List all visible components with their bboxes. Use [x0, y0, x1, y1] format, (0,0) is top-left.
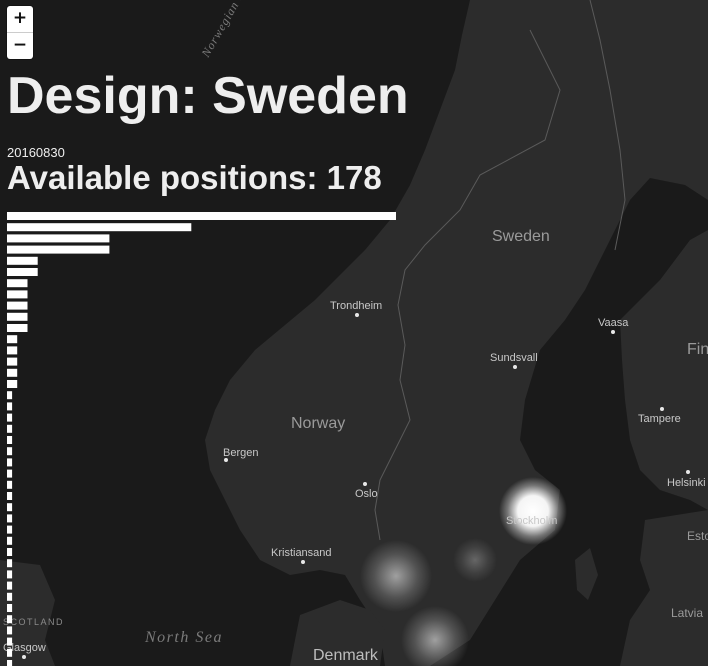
country-label-latvia: Latvia	[671, 606, 703, 620]
city-label-helsinki: Helsinki	[667, 477, 706, 489]
gotland-land	[575, 548, 598, 600]
city-label-trondheim: Trondheim	[330, 300, 382, 312]
city-dot-oslo	[363, 482, 367, 486]
bar-28	[7, 525, 13, 534]
sea-label-north-sea: North Sea	[144, 629, 223, 646]
baltic-land	[620, 510, 708, 666]
bar-26	[7, 503, 13, 512]
heat-spot-stockholm	[499, 477, 567, 545]
bar-11	[7, 335, 18, 344]
bar-13	[7, 357, 18, 366]
norway-sweden-border	[374, 29, 561, 541]
city-dot-kristiansand	[301, 560, 305, 564]
bar-37	[7, 626, 13, 635]
heat-spot-linkoping	[453, 538, 497, 582]
denmark-land	[290, 600, 385, 666]
bar-27	[7, 514, 13, 523]
bar-5	[7, 268, 38, 276]
city-label-oslo: Oslo	[355, 488, 378, 500]
bar-18	[7, 413, 13, 422]
zoom-out-button[interactable]: −	[12, 35, 28, 55]
region-label-scotland: SCOTLAND	[3, 617, 64, 627]
bar-21	[7, 447, 13, 456]
finland-land	[620, 230, 708, 510]
bar-3	[7, 245, 110, 254]
city-label-kristiansand: Kristiansand	[271, 547, 332, 559]
bar-1	[7, 223, 192, 232]
bar-16	[7, 391, 13, 400]
city-dot-sundsvall	[513, 365, 517, 369]
zoom-control: + −	[7, 6, 33, 59]
city-label-sundsvall: Sundsvall	[490, 352, 538, 364]
bar-20	[7, 436, 13, 444]
bar-6	[7, 279, 28, 288]
bar-10	[7, 324, 28, 332]
bar-7	[7, 290, 28, 299]
city-dot-trondheim	[355, 313, 359, 317]
bar-35	[7, 604, 13, 612]
city-label-stockholm: Stockholm	[506, 515, 557, 527]
city-dot-helsinki	[686, 470, 690, 474]
city-label-tampere: Tampere	[638, 413, 681, 425]
bar-19	[7, 424, 13, 433]
bar-0	[7, 212, 396, 220]
bar-4	[7, 256, 38, 265]
city-dot-tampere	[660, 407, 664, 411]
city-label-vaasa: Vaasa	[598, 317, 629, 329]
country-label-finland: Fin	[687, 341, 708, 358]
city-dot-glasgow	[22, 655, 26, 659]
bar-17	[7, 402, 13, 411]
bar-25	[7, 492, 13, 500]
country-label-denmark: Denmark	[313, 647, 379, 664]
bar-34	[7, 592, 13, 601]
positions-bar-chart	[7, 212, 396, 666]
bar-39	[7, 648, 13, 657]
bar-2	[7, 234, 110, 243]
bar-32	[7, 570, 13, 579]
bar-22	[7, 458, 13, 467]
scotland-land	[0, 560, 55, 666]
heat-spot-malmo	[401, 606, 469, 666]
bar-23	[7, 469, 13, 478]
city-label-glasgow: Glasgow	[3, 642, 46, 654]
bar-31	[7, 559, 13, 568]
city-dot-bergen	[224, 458, 228, 462]
bar-8	[7, 301, 28, 310]
page-title: Design: Sweden	[7, 67, 409, 125]
bar-30	[7, 548, 13, 556]
sweden-finland-border	[589, 0, 626, 251]
bar-12	[7, 346, 18, 355]
bar-24	[7, 480, 13, 489]
country-label-norway: Norway	[291, 415, 345, 432]
heat-spot-gothenburg	[360, 540, 432, 612]
bar-15	[7, 380, 18, 388]
zoom-in-button[interactable]: +	[7, 6, 33, 33]
country-label-sweden: Sweden	[492, 228, 550, 245]
available-positions-label: Available positions: 178	[7, 159, 382, 196]
bar-29	[7, 536, 13, 545]
date-label: 20160830	[7, 145, 65, 160]
city-label-bergen: Bergen	[223, 447, 258, 459]
city-dot-vaasa	[611, 330, 615, 334]
scandinavia-land	[205, 0, 708, 666]
country-label-estonia: Esto	[687, 529, 708, 543]
bar-38	[7, 637, 13, 646]
bar-40	[7, 660, 13, 666]
bar-14	[7, 368, 18, 377]
bar-9	[7, 312, 28, 321]
bar-36	[7, 615, 13, 624]
bar-33	[7, 581, 13, 590]
info-overlay: Design: Sweden 20160830 Available positi…	[7, 66, 409, 196]
